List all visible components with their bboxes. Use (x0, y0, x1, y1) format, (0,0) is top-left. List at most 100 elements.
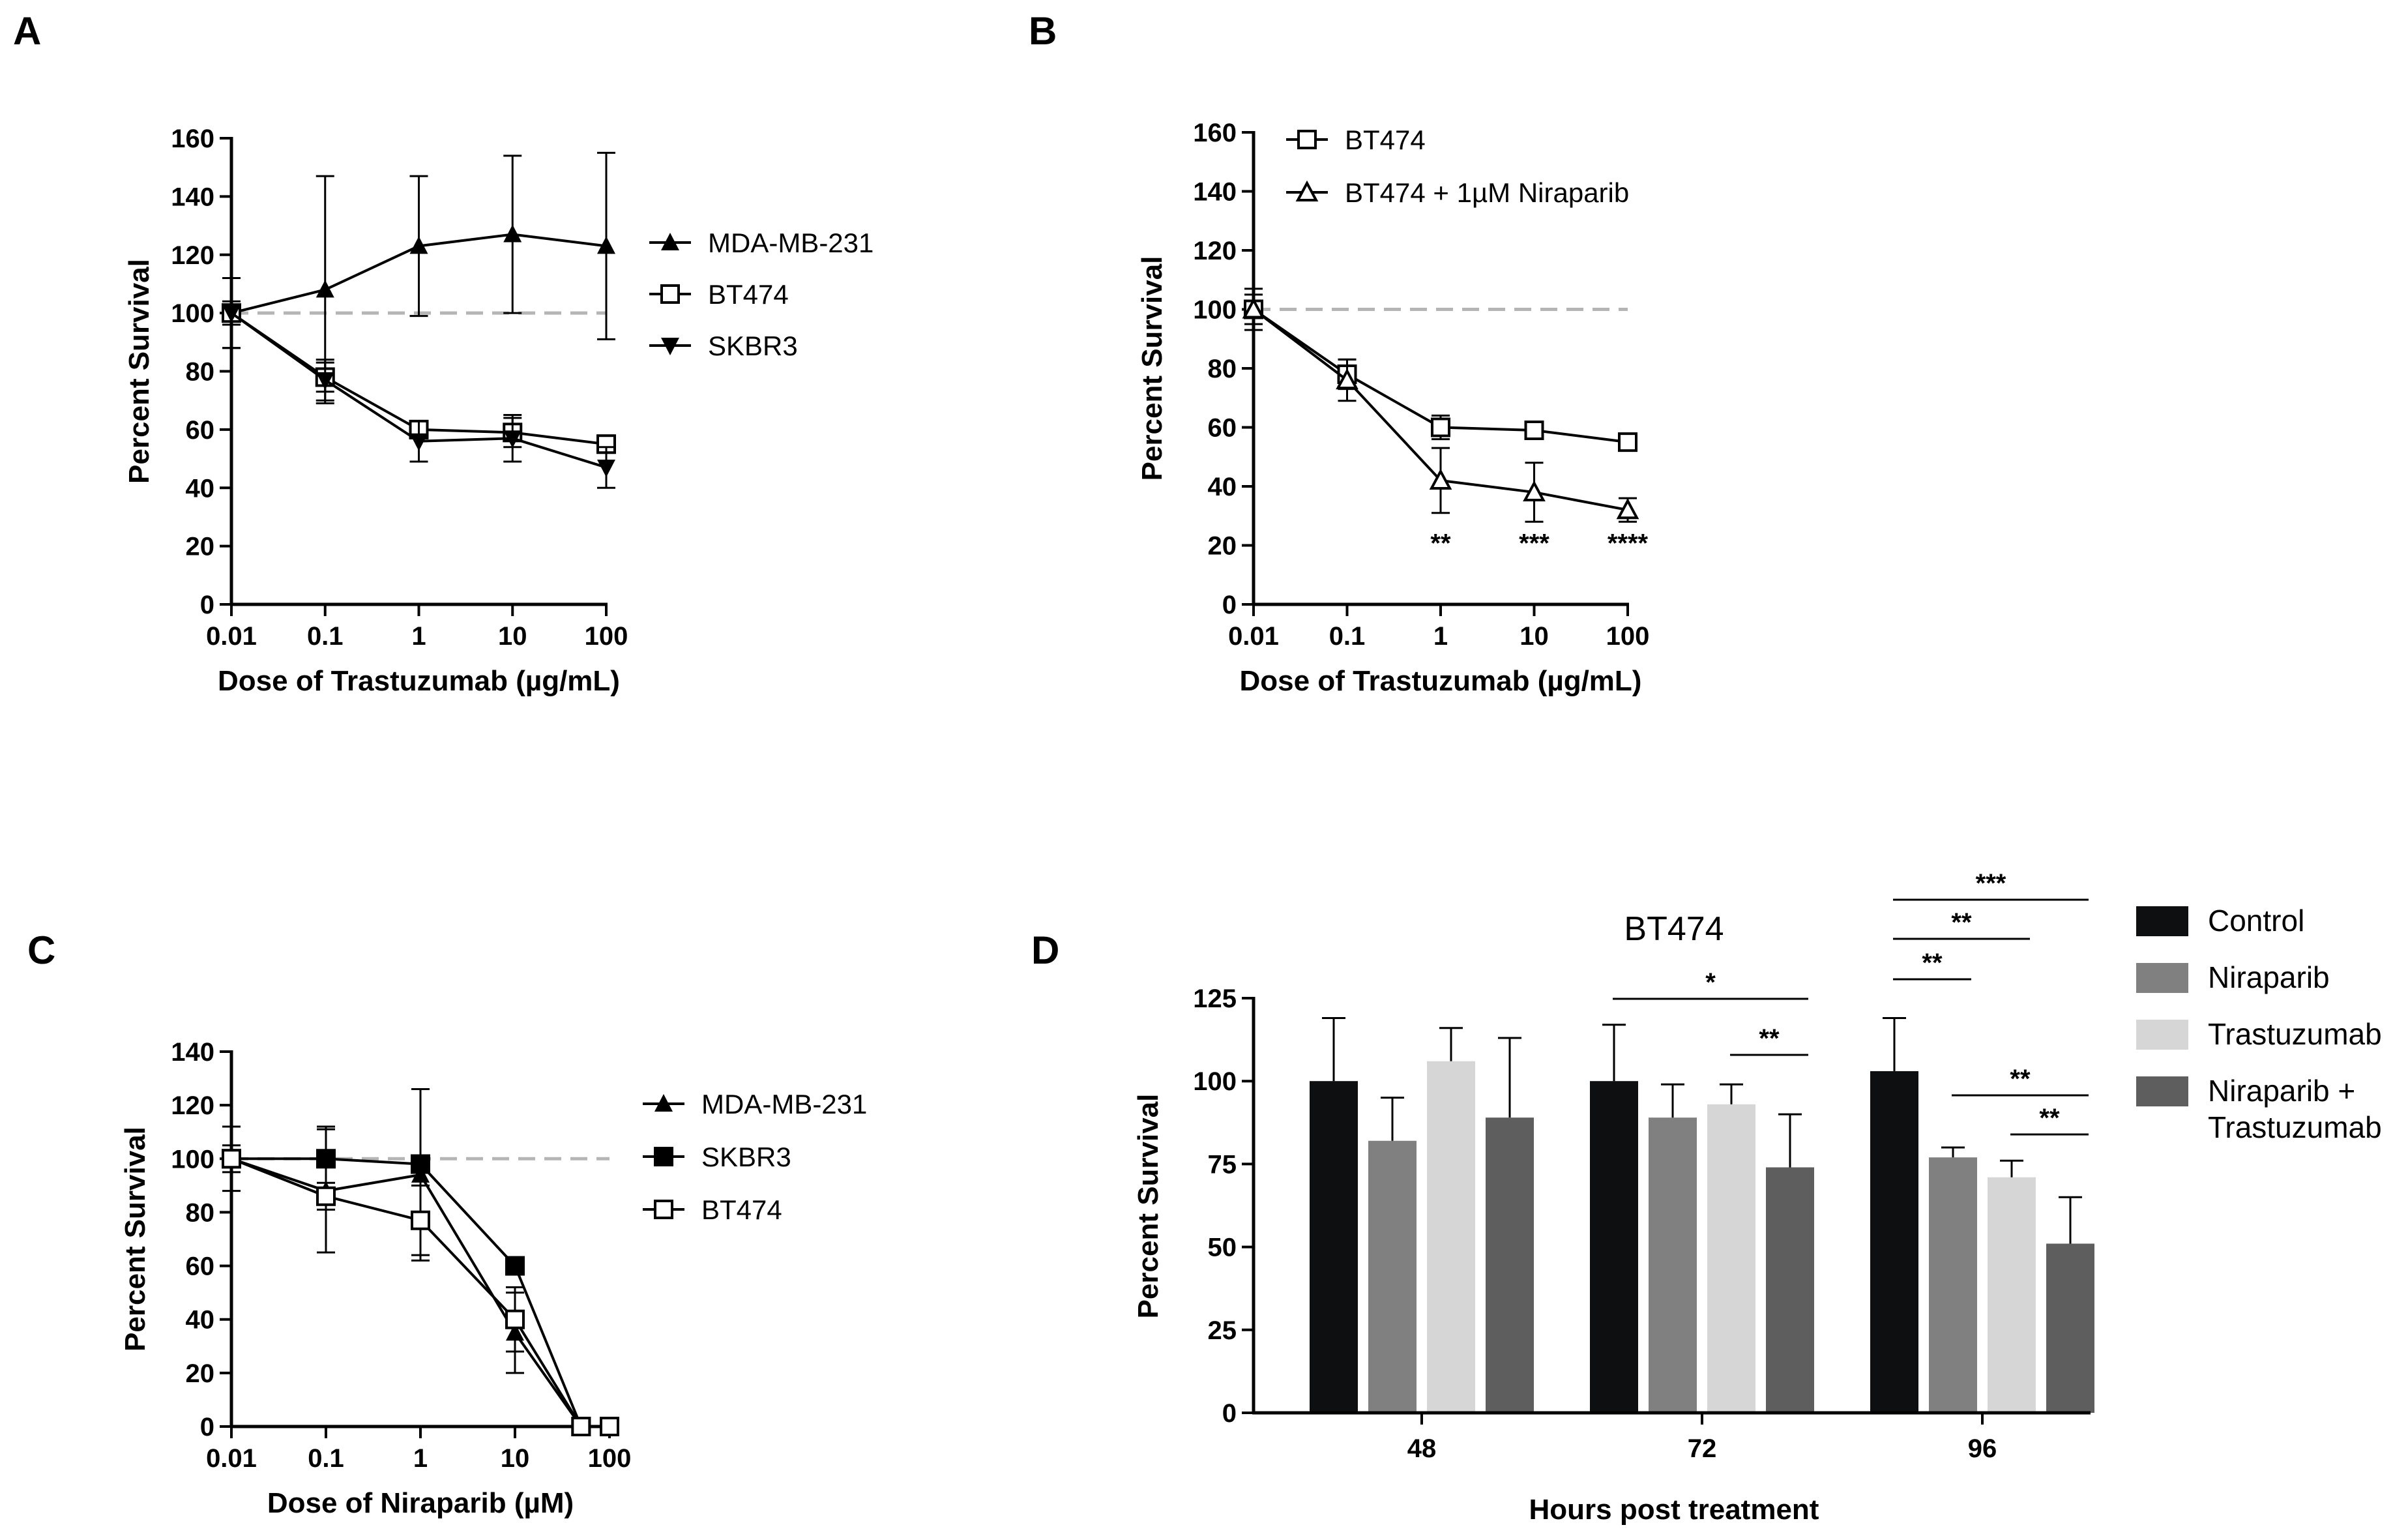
legend-marker (660, 284, 680, 304)
x-tick-label: 10 (1520, 622, 1549, 651)
significance-label: *** (1519, 529, 1549, 558)
data-point (409, 236, 428, 254)
data-point (1618, 432, 1637, 452)
data-point (600, 1417, 619, 1436)
y-tick-label: 100 (1193, 296, 1237, 325)
bar (1649, 1117, 1697, 1413)
x-tick-label: 1 (1433, 622, 1448, 651)
y-tick-label: 50 (1208, 1234, 1237, 1262)
y-tick-label: 0 (1222, 1399, 1237, 1428)
y-tick-label: 140 (1193, 178, 1237, 207)
x-axis-label: Dose of Trastuzumab (µg/mL) (1240, 665, 1642, 697)
x-tick-label: 100 (1606, 622, 1650, 651)
y-axis-label: Percent Survival (123, 259, 155, 484)
legend-label: Niraparib + (2208, 1074, 2355, 1108)
x-tick-label: 100 (588, 1444, 632, 1473)
legend-marker (654, 1200, 673, 1219)
data-point (1431, 417, 1450, 437)
legend-label: BT474 (701, 1194, 782, 1225)
panel-a: A 0 20 40 60 80 100 120 140 160 0.01 0.1 1 10 100 Dose… (13, 9, 874, 697)
y-tick-label: 0 (200, 1413, 214, 1442)
data-point (411, 1210, 430, 1230)
y-axis-label: Percent Survival (119, 1127, 151, 1352)
legend-marker (654, 1147, 673, 1166)
x-tick-label: 0.1 (308, 1444, 344, 1473)
significance-label: *** (1976, 869, 2006, 898)
x-axis-label: Dose of Niraparib (µM) (267, 1487, 574, 1519)
significance-label: **** (1608, 529, 1649, 558)
bar (1870, 1071, 1918, 1413)
y-tick-label: 20 (186, 1359, 215, 1388)
y-tick-label: 40 (1208, 473, 1237, 501)
y-axis-label: Percent Survival (1132, 1094, 1164, 1319)
y-tick-label: 100 (171, 299, 214, 328)
y-tick-label: 0 (1222, 591, 1237, 619)
bar (1486, 1117, 1534, 1413)
data-point (316, 1149, 336, 1169)
data-point (505, 1309, 525, 1329)
panel-label-c: C (27, 928, 55, 972)
data-point (1524, 421, 1544, 441)
legend-label: MDA-MB-231 (701, 1089, 867, 1119)
y-tick-label: 80 (186, 1198, 215, 1227)
y-tick-label: 0 (200, 591, 214, 619)
chart-title: BT474 (1624, 910, 1724, 948)
legend-label: Control (2208, 904, 2304, 938)
x-tick-label: 0.01 (1228, 622, 1279, 651)
y-tick-label: 100 (1193, 1067, 1237, 1096)
bar (1988, 1177, 2036, 1413)
y-tick-label: 125 (1193, 984, 1237, 1013)
data-point (1616, 497, 1639, 520)
x-tick-label: 0.1 (307, 622, 344, 651)
legend-label: Niraparib (2208, 960, 2330, 994)
significance-label: * (1705, 968, 1716, 997)
data-point (1242, 297, 1265, 319)
y-tick-label: 120 (1193, 237, 1237, 265)
legend-label: Trastuzumab (2208, 1017, 2382, 1051)
x-tick-label: 10 (498, 622, 527, 651)
x-tick-label: 96 (1968, 1434, 1997, 1463)
legend-swatch (2136, 1076, 2188, 1106)
bar (2046, 1243, 2094, 1413)
y-tick-label: 40 (186, 474, 215, 503)
x-tick-label: 1 (413, 1444, 428, 1473)
panel-label-d: D (1031, 928, 1059, 972)
legend-label: Trastuzumab (2208, 1110, 2382, 1144)
x-tick-label: 10 (501, 1444, 530, 1473)
bar (1427, 1061, 1475, 1413)
legend-label: SKBR3 (708, 331, 798, 361)
y-tick-label: 140 (171, 183, 214, 211)
data-point (1523, 480, 1546, 502)
legend-label: BT474 + 1µM Niraparib (1345, 177, 1629, 208)
significance-label: ** (1951, 908, 1972, 937)
panel-label-b: B (1029, 9, 1057, 53)
y-tick-label: 160 (1193, 119, 1237, 147)
bar (1590, 1081, 1638, 1413)
legend-marker (1295, 180, 1319, 201)
y-tick-label: 100 (171, 1145, 214, 1174)
bar (1929, 1157, 1977, 1413)
legend-swatch (2136, 1020, 2188, 1050)
legend-marker (661, 233, 679, 250)
x-tick-label: 0.1 (1329, 622, 1366, 651)
data-point (571, 1417, 591, 1436)
panel-c: C 0 20 40 60 80 100 120 140 0.01 0.1 1 10 100 Dose of… (27, 928, 867, 1519)
y-tick-label: 25 (1208, 1316, 1237, 1345)
y-tick-label: 60 (186, 1252, 215, 1281)
bar (1766, 1167, 1814, 1413)
panel-d: D BT474 0 25 50 75 100 125 48 72 96 Hours post tre… (1031, 869, 2382, 1526)
legend-swatch (2136, 906, 2188, 936)
y-tick-label: 80 (186, 358, 215, 387)
legend-swatch (2136, 963, 2188, 993)
data-point (1336, 368, 1358, 390)
y-tick-label: 40 (186, 1306, 215, 1335)
significance-label: ** (2010, 1065, 2031, 1093)
legend-marker (654, 1094, 673, 1112)
bar (1707, 1104, 1755, 1413)
significance-label: ** (1430, 529, 1451, 558)
legend-marker (1297, 130, 1317, 149)
legend-label: SKBR3 (701, 1142, 791, 1172)
panel-label-a: A (13, 9, 41, 53)
y-tick-label: 120 (171, 241, 214, 270)
x-tick-label: 72 (1688, 1434, 1717, 1463)
